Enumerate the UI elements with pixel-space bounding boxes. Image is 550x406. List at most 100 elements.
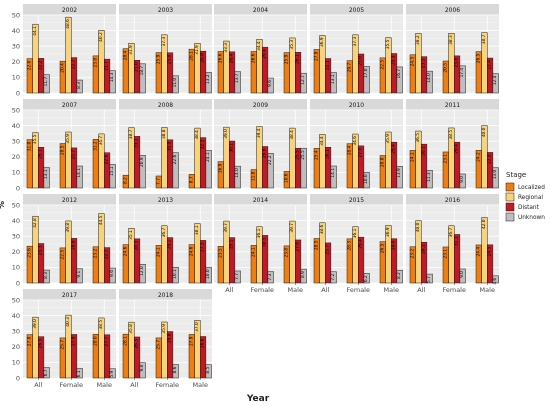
legend-label-regional: Regional	[518, 195, 543, 201]
facet-strip	[310, 99, 403, 110]
bar-value-label: 27.6	[295, 242, 301, 252]
bar-unknown	[363, 273, 370, 284]
bar-value-label: 38.1	[194, 225, 200, 235]
bar-value-label: 6.1	[76, 370, 82, 377]
bar-value-label: 24.1	[409, 152, 415, 162]
x-tick-label: Male	[288, 286, 303, 294]
bar-value-label: 38.7	[481, 34, 487, 44]
bar-value-label: 6.7	[43, 369, 49, 376]
bar-unknown	[109, 368, 116, 379]
facet-panel-2008: 2008 8.2 38.733.1 20.9 7.7 38.830.9 22.6 8.7 38.…	[119, 99, 212, 189]
bar-value-label: 24.4	[475, 247, 481, 257]
bar-distant	[262, 46, 269, 94]
bar-distant	[38, 336, 45, 379]
bar-value-label: 28.3	[134, 241, 140, 251]
bar-value-label: 17.0	[363, 68, 369, 78]
bar-unknown	[267, 271, 274, 284]
bar-value-label: 27.7	[104, 337, 110, 347]
y-tick-label: 0	[16, 374, 20, 382]
bar-value-label: 20.7	[346, 62, 352, 72]
bar-value-label: 13.0	[492, 169, 498, 179]
facet-strip-label: 2015	[349, 197, 364, 204]
bar-value-label: 26.1	[325, 149, 331, 159]
y-tick-label: 20	[12, 343, 20, 351]
bar-unknown	[300, 147, 307, 189]
bar-value-label: 23.8	[454, 58, 460, 68]
bar-value-label: 38.4	[194, 130, 200, 140]
facet-strip-label: 2005	[349, 7, 364, 14]
bar-value-label: 8.9	[300, 271, 306, 278]
bar-value-label: 36.1	[256, 228, 262, 238]
bar-value-label: 23.2	[92, 249, 98, 259]
bar-distant	[229, 140, 236, 189]
x-tick-label: Female	[346, 286, 370, 294]
bar-distant	[421, 242, 428, 284]
bar-value-label: 38.5	[98, 320, 104, 330]
bar-value-label: 14.0	[426, 73, 432, 83]
bar-value-label: 25.7	[325, 245, 331, 255]
bar-unknown	[300, 72, 307, 94]
bar-value-label: 10.0	[205, 269, 211, 279]
y-tick-label: 50	[12, 201, 20, 209]
bar-distant	[71, 238, 78, 284]
y-tick-label: 40	[12, 27, 20, 35]
bar-value-label: 28.5	[59, 145, 65, 155]
bar-value-label: 8.2	[122, 177, 128, 184]
bar-value-label: 11.7	[43, 76, 49, 86]
bar-unknown	[139, 63, 146, 94]
y-tick-label: 50	[12, 296, 20, 304]
facet-strip	[119, 99, 212, 110]
bar-value-label: 22.1	[325, 60, 331, 70]
bar-value-label: 37.0	[194, 322, 200, 332]
bar-value-label: 14.0	[234, 168, 240, 178]
bar-value-label: 40.0	[415, 222, 421, 232]
bar-distant	[167, 52, 174, 94]
facet-panel-2011: 2011 24.1 36.528.1 11.3 23.1 38.529.4 9.0 24.2 4…	[406, 99, 499, 189]
bar-value-label: 25.7	[59, 340, 65, 350]
facet-strip-label: 2003	[158, 7, 173, 14]
bar-value-label: 27.9	[71, 336, 77, 346]
legend-key-unknown	[505, 212, 515, 222]
bar-distant	[104, 334, 111, 379]
bar-unknown	[234, 71, 241, 94]
facet-panel-2002: 2002 0 10 20 30 40 50 22.0 44.1 22.2 11.7 20.4 48.6 2…	[12, 4, 116, 97]
facet-strip-label: 2007	[62, 102, 77, 109]
bar-value-label: 39.7	[223, 223, 229, 233]
bar-value-label: 40.2	[98, 32, 104, 42]
facet-strip	[406, 99, 499, 110]
bar-distant	[134, 238, 141, 284]
bar-value-label: 28.4	[391, 240, 397, 250]
bar-value-label: 13.1	[43, 169, 49, 179]
x-tick-label: Male	[193, 381, 208, 389]
bar-value-label: 23.6	[26, 248, 32, 258]
bar-value-label: 20.4	[59, 63, 65, 73]
facet-strip-label: 2006	[445, 7, 460, 14]
bar-value-label: 42.8	[32, 218, 38, 228]
bar-distant	[454, 141, 461, 189]
bar-value-label: 6.2	[363, 275, 369, 282]
bar-value-label: 10.6	[283, 173, 289, 183]
y-tick-label: 20	[12, 58, 20, 66]
bar-value-label: 24.2	[475, 152, 481, 162]
bar-value-label: 38.5	[448, 130, 454, 140]
facet-strip	[23, 4, 116, 15]
bar-value-label: 26.6	[200, 338, 206, 348]
bar-value-label: 23.8	[92, 58, 98, 68]
y-tick-label: 20	[12, 248, 20, 256]
bar-value-label: 8.3	[43, 272, 49, 279]
bar-value-label: 28.1	[122, 336, 128, 346]
bar-unknown	[234, 270, 241, 284]
bar-value-label: 31.2	[92, 141, 98, 151]
bar-value-label: 13.2	[205, 74, 211, 84]
bar-distant	[229, 237, 236, 284]
facet-panel-2004: 200426.633.326.413.726.634.429.49.625.93…	[214, 4, 307, 94]
bar-value-label: 7.7	[234, 273, 240, 280]
bar-value-label: 29.8	[167, 333, 173, 343]
bar-value-label: 22.0	[26, 60, 32, 70]
bar-value-label: 40.3	[65, 317, 71, 327]
bar-value-label: 39.0	[223, 129, 229, 139]
bar-value-label: 42.0	[481, 219, 487, 229]
bar-value-label: 26.5	[475, 53, 481, 63]
bar-distant	[200, 336, 207, 379]
